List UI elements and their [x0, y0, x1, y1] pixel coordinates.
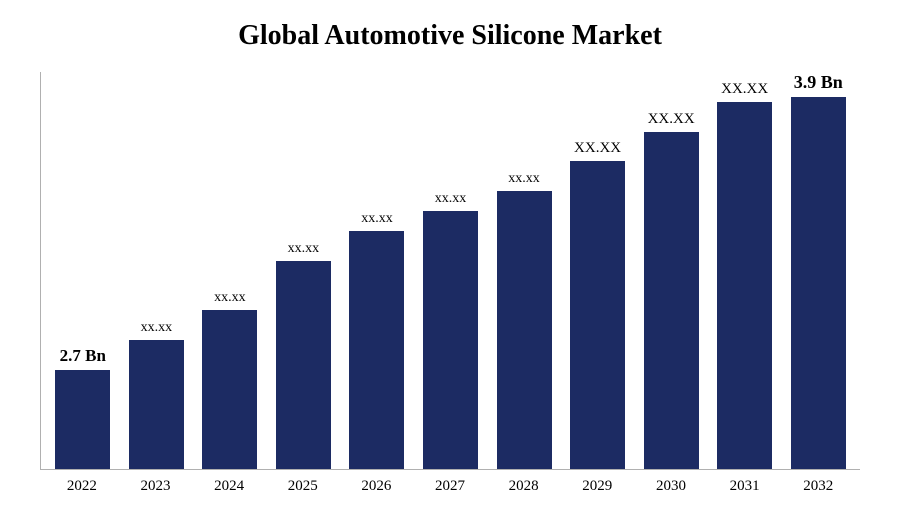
bar-group: 2.7 Bn	[46, 72, 120, 469]
bar	[717, 102, 772, 469]
categories-area: 2022202320242025202620272028202920302031…	[40, 470, 860, 495]
bar	[129, 340, 184, 469]
category-label: 2032	[781, 478, 855, 495]
bar-group: xx.xx	[193, 72, 267, 469]
bar-group: xx.xx	[340, 72, 414, 469]
bar-value-label: XX.XX	[721, 81, 768, 98]
bar-group: XX.XX	[634, 72, 708, 469]
bar	[644, 132, 699, 469]
category-label: 2024	[192, 478, 266, 495]
bar-group: xx.xx	[267, 72, 341, 469]
category-label: 2025	[266, 478, 340, 495]
bar	[276, 261, 331, 469]
category-label: 2028	[487, 478, 561, 495]
bar	[202, 310, 257, 469]
bar	[497, 191, 552, 469]
bar-value-label: 2.7 Bn	[60, 346, 106, 366]
category-label: 2026	[340, 478, 414, 495]
chart-container: Global Automotive Silicone Market 2.7 Bn…	[0, 0, 900, 525]
bar-group: XX.XX	[708, 72, 782, 469]
bar	[570, 161, 625, 469]
bar-value-label: xx.xx	[508, 171, 540, 187]
bar-value-label: xx.xx	[288, 241, 320, 257]
plot-area: 2.7 Bn xx.xx xx.xx xx.xx xx.xx xx.xx xx.xx XX.X…	[40, 72, 860, 495]
bar-group: xx.xx	[414, 72, 488, 469]
bar-value-label: xx.xx	[141, 320, 173, 336]
bar	[349, 231, 404, 469]
bar-group: xx.xx	[487, 72, 561, 469]
bar-value-label: xx.xx	[435, 191, 467, 207]
category-label: 2027	[413, 478, 487, 495]
bar-value-label: xx.xx	[214, 290, 246, 306]
bar-value-label: XX.XX	[648, 111, 695, 128]
bar	[55, 370, 110, 469]
bar	[423, 211, 478, 469]
bar-value-label: xx.xx	[361, 211, 393, 227]
category-label: 2031	[708, 478, 782, 495]
chart-title: Global Automotive Silicone Market	[40, 20, 860, 52]
bar-group: XX.XX	[561, 72, 635, 469]
bar-group: 3.9 Bn	[781, 72, 855, 469]
category-label: 2022	[45, 478, 119, 495]
bar-value-label: 3.9 Bn	[794, 72, 843, 93]
category-label: 2029	[560, 478, 634, 495]
bar	[791, 97, 846, 469]
bars-area: 2.7 Bn xx.xx xx.xx xx.xx xx.xx xx.xx xx.xx XX.X…	[40, 72, 860, 470]
category-label: 2030	[634, 478, 708, 495]
category-label: 2023	[119, 478, 193, 495]
bar-value-label: XX.XX	[574, 140, 621, 157]
bar-group: xx.xx	[120, 72, 194, 469]
